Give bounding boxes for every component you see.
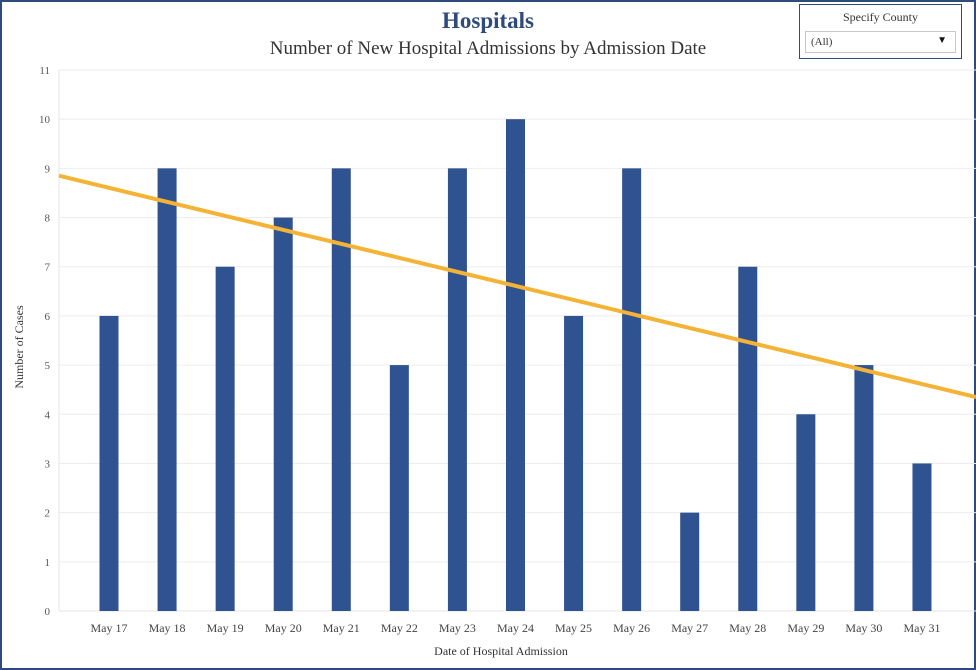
y-tick-label: 11 — [39, 65, 50, 77]
x-tick-label: May 22 — [381, 621, 418, 635]
page-title: Hospitals — [441, 8, 535, 33]
bar-may-24 — [505, 119, 525, 611]
bar-may-28 — [738, 266, 758, 611]
y-tick-label: 9 — [45, 163, 51, 175]
bar-may-31 — [912, 463, 932, 611]
x-tick-label: May 28 — [729, 621, 766, 635]
x-axis-title: Date of Hospital Admission — [434, 644, 568, 658]
x-tick-layer: May 17 May 18 May 19 May 20 May 21 May 22 May … — [91, 621, 941, 635]
x-tick-label: May 27 — [671, 621, 708, 635]
trend-line — [58, 173, 976, 400]
chart-subtitle: Number of New Hospital Admissions by Adm… — [269, 38, 707, 59]
bar-may-19 — [215, 266, 235, 611]
bar-may-26 — [622, 168, 642, 611]
x-tick-label: May 23 — [439, 621, 476, 635]
x-tick-label: May 29 — [787, 621, 824, 635]
x-tick-label: May 31 — [903, 621, 940, 635]
bar-may-29 — [796, 414, 816, 611]
x-tick-label: May 17 — [91, 621, 128, 635]
bar-may-21 — [331, 168, 351, 611]
bar-may-25 — [564, 315, 584, 611]
bar-layer — [99, 119, 932, 611]
y-tick-label: 8 — [45, 213, 51, 225]
y-tick-label: 1 — [45, 557, 51, 569]
bar-may-18 — [157, 168, 177, 611]
x-tick-label: May 25 — [555, 621, 592, 635]
county-filter: Specify County (All) ▼ — [799, 4, 962, 59]
x-tick-label: May 30 — [845, 621, 882, 635]
y-tick-layer: 0 1 2 3 4 5 6 7 8 9 10 11 — [39, 65, 51, 618]
y-tick-label: 6 — [45, 311, 51, 323]
bar-may-30 — [854, 365, 874, 611]
y-tick-label: 10 — [39, 114, 51, 126]
x-tick-label: May 19 — [207, 621, 244, 635]
bar-may-17 — [99, 315, 119, 611]
x-tick-label: May 24 — [497, 621, 534, 635]
y-tick-label: 5 — [45, 360, 51, 372]
bar-may-20 — [273, 217, 293, 611]
y-tick-label: 4 — [45, 409, 51, 421]
x-tick-label: May 26 — [613, 621, 650, 635]
bar-may-23 — [447, 168, 467, 611]
bar-may-27 — [680, 512, 700, 611]
y-axis-title: Number of Cases — [12, 305, 26, 389]
y-tick-label: 0 — [45, 606, 51, 618]
y-tick-label: 3 — [45, 458, 51, 470]
x-tick-label: May 21 — [323, 621, 360, 635]
bar-may-22 — [389, 365, 409, 611]
county-filter-label: Specify County — [843, 10, 918, 24]
trend-layer — [58, 173, 976, 400]
x-tick-label: May 20 — [265, 621, 302, 635]
county-select[interactable]: (All) ▼ — [805, 31, 956, 53]
y-tick-label: 7 — [45, 262, 51, 274]
caret-down-icon[interactable]: ▼ — [937, 35, 947, 46]
county-select-value: (All) — [811, 36, 833, 48]
x-tick-label: May 18 — [149, 621, 186, 635]
y-tick-label: 2 — [45, 508, 51, 520]
